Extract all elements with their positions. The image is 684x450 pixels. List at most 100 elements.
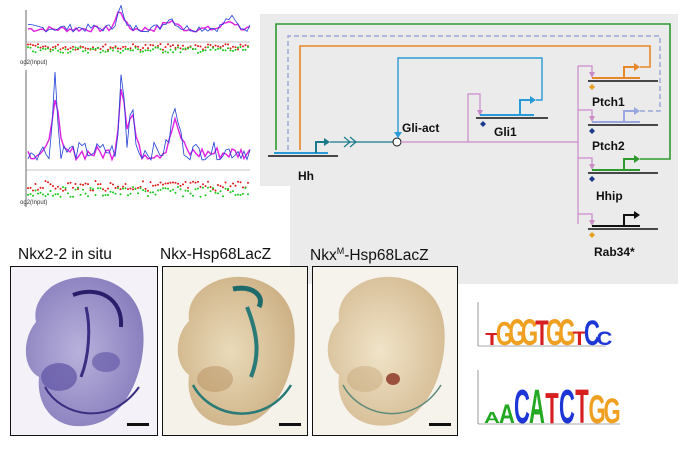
trace-dot: [129, 192, 132, 195]
trace-dot: [29, 186, 32, 189]
trace-dot: [247, 193, 249, 196]
trace-dot: [72, 45, 74, 48]
trace-dot: [94, 47, 97, 50]
trace-dot: [79, 183, 82, 186]
trace-dot: [52, 46, 54, 49]
trace-dot: [79, 46, 82, 49]
trace-dot: [94, 180, 97, 182]
node-gli-act: Gli-act: [402, 121, 439, 135]
trace-dot: [137, 186, 139, 189]
trace-dot: [129, 47, 132, 50]
trace-dot: [54, 187, 57, 190]
trace-dot: [159, 188, 162, 191]
trace-dot: [247, 181, 249, 184]
motif-letter: C: [514, 379, 530, 433]
trace-dot: [69, 181, 72, 184]
motif-letter: G: [546, 311, 563, 354]
trace-dot: [157, 46, 159, 49]
trace-dot: [109, 190, 112, 193]
trace-dot: [232, 50, 234, 52]
trace-dot: [42, 193, 44, 196]
trace-dot: [232, 182, 234, 185]
hhip-input-arrow-icon: [589, 164, 595, 170]
trace-dot: [69, 47, 72, 50]
top-ratio-label: og2(Input): [20, 60, 47, 66]
trace-dot: [207, 46, 209, 49]
trace-dot: [134, 45, 137, 48]
trace-dot: [189, 181, 192, 184]
trace-dot: [167, 182, 169, 185]
motif-letter: G: [558, 311, 575, 354]
trace-dot: [179, 51, 182, 54]
trace-dot: [237, 46, 239, 49]
trace-dot: [107, 187, 109, 190]
trace-dot: [219, 190, 222, 193]
trace-dot: [204, 49, 207, 52]
trace-dot: [239, 46, 242, 48]
trace-dot: [44, 45, 47, 48]
trace-dot: [117, 47, 119, 50]
trace-dot: [154, 193, 157, 196]
trace-dot: [174, 181, 177, 184]
trace-dot: [72, 48, 74, 51]
hh-promoter-arrow: [315, 141, 324, 153]
trace-dot: [142, 180, 144, 183]
trace-dot: [192, 194, 194, 197]
trace-dot: [174, 48, 177, 51]
trace-dot: [62, 186, 64, 189]
gli1-feedback-arrow-icon: [394, 132, 402, 138]
trace-dot: [167, 187, 169, 190]
trace-dot: [34, 183, 37, 185]
trace-dot: [74, 48, 77, 51]
trace-dot: [59, 48, 62, 51]
trace-dot: [144, 43, 147, 46]
embryo-wt-illustration: [177, 276, 295, 426]
trace-dot: [164, 187, 167, 190]
ptch1-promoter-arrow: [623, 66, 634, 78]
trace-dot: [172, 51, 174, 54]
trace-dot: [179, 184, 182, 187]
trace-dot: [69, 195, 72, 198]
node-ptch2: Ptch2: [592, 139, 625, 153]
trace-dot: [229, 191, 232, 194]
trace-dot: [164, 182, 167, 185]
trace-dot: [139, 48, 142, 51]
trace-dot: [192, 48, 194, 51]
motif-letter: G: [521, 311, 538, 354]
trace-dot: [217, 45, 219, 48]
trace-dot: [209, 48, 212, 51]
network-background: [260, 14, 678, 284]
trace-dot: [172, 181, 174, 184]
trace-dot: [169, 45, 172, 48]
trace-dot: [112, 49, 114, 52]
embryo-insitu-illustration: [25, 277, 144, 427]
embryo-label-wt-reporter: Nkx-Hsp68LacZ: [160, 246, 272, 263]
trace-dot: [152, 44, 154, 47]
trace-dot: [214, 48, 217, 51]
trace-dot: [102, 45, 104, 48]
trace-dot: [197, 180, 199, 183]
trace-dot: [239, 43, 242, 46]
trace-dot: [109, 47, 112, 50]
trace-dot: [112, 191, 114, 194]
motif-letter: A: [529, 379, 545, 433]
trace-dot: [199, 185, 202, 188]
trace-line: [27, 89, 251, 162]
trace-dot: [144, 190, 147, 193]
trace-dot: [82, 50, 84, 53]
trace-dot: [157, 183, 159, 186]
trace-dot: [189, 46, 192, 49]
ptch2-site-diamond-icon: [589, 128, 595, 134]
trace-dot: [177, 186, 179, 188]
trace-line: [27, 4, 251, 33]
ptch1-site-diamond-icon: [589, 84, 595, 90]
trace-dot: [59, 51, 62, 54]
trace-dot: [209, 186, 212, 188]
trace-dot: [74, 183, 77, 185]
trace-dot: [102, 188, 104, 191]
trace-dot: [242, 45, 244, 48]
trace-dot: [34, 189, 37, 192]
trace-dot: [102, 49, 104, 52]
trace-dot: [222, 45, 224, 47]
trace-dot: [34, 51, 37, 54]
